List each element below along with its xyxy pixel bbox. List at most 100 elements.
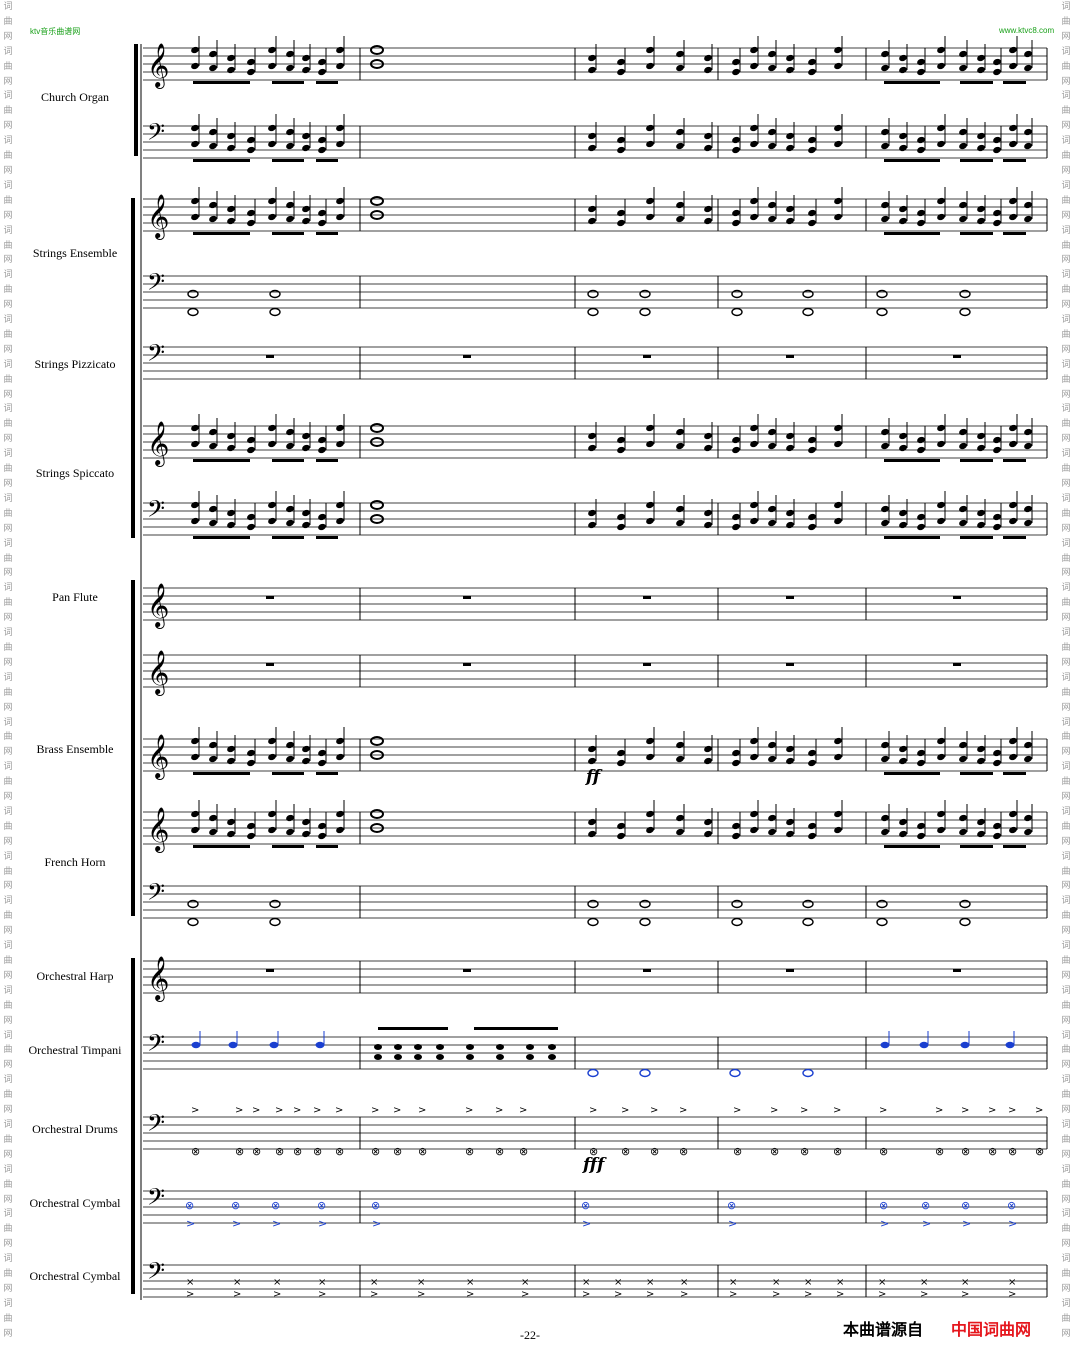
note-head bbox=[1009, 810, 1017, 818]
note-head bbox=[286, 741, 294, 749]
drum-x-note: ⊗ bbox=[252, 1145, 261, 1158]
note-head bbox=[268, 826, 276, 834]
accent-mark: > bbox=[961, 1289, 969, 1300]
note-head bbox=[268, 737, 276, 745]
note-head bbox=[1009, 826, 1017, 834]
note-head bbox=[750, 62, 758, 70]
note-head bbox=[286, 814, 294, 822]
note-head bbox=[646, 440, 654, 448]
half-note bbox=[876, 899, 888, 909]
note-head bbox=[993, 446, 1001, 454]
note-head bbox=[617, 136, 625, 144]
instrument-label-french-horn: French Horn bbox=[44, 855, 106, 869]
note-head bbox=[977, 757, 985, 765]
drum-x-note: ⊗ bbox=[650, 1145, 659, 1158]
beam bbox=[960, 459, 993, 462]
drum-x-note: ⊗ bbox=[800, 1145, 809, 1158]
note-head bbox=[917, 209, 925, 217]
note-head bbox=[899, 432, 907, 440]
side-watermark-right: 词曲网词曲网词曲网词曲网词曲网词曲网词曲网词曲网词曲网词曲网词曲网词曲网词曲网词… bbox=[1061, 2, 1071, 1339]
note-head bbox=[808, 436, 816, 444]
whole-rest bbox=[953, 969, 961, 972]
note-head bbox=[336, 140, 344, 148]
drum-x-note: ⊗ bbox=[589, 1145, 598, 1158]
note-head bbox=[268, 197, 276, 205]
accent-mark: > bbox=[521, 1289, 529, 1300]
note-head bbox=[881, 215, 889, 223]
bass-clef: 𝄢 bbox=[147, 1109, 165, 1142]
note-head bbox=[209, 505, 217, 513]
timpani-note bbox=[1005, 1041, 1015, 1049]
note-head bbox=[917, 68, 925, 76]
note-head bbox=[937, 826, 945, 834]
note-head bbox=[959, 201, 967, 209]
note-head bbox=[993, 146, 1001, 154]
instrument-label-orchestral-cymbal-2: Orchestral Cymbal bbox=[29, 1269, 121, 1283]
note-head bbox=[646, 62, 654, 70]
accent-mark: > bbox=[922, 1217, 931, 1230]
note-head bbox=[227, 54, 235, 62]
note-head bbox=[750, 810, 758, 818]
note-head bbox=[977, 132, 985, 140]
footer-source-label: 本曲谱源自 bbox=[843, 1320, 924, 1339]
accent-mark: > bbox=[589, 1105, 597, 1116]
note-head bbox=[1009, 440, 1017, 448]
cymbal-x-note: × bbox=[836, 1277, 844, 1288]
note-head bbox=[227, 205, 235, 213]
treble-clef: 𝄞 bbox=[147, 421, 169, 467]
whole-note bbox=[370, 750, 384, 760]
note-head bbox=[977, 745, 985, 753]
note-head bbox=[834, 826, 842, 834]
note-head bbox=[917, 136, 925, 144]
timpani-half-note bbox=[802, 1068, 814, 1078]
half-note bbox=[187, 899, 199, 909]
header-site-right: www.ktvc8.com bbox=[999, 26, 1055, 35]
note-head bbox=[834, 517, 842, 525]
note-head bbox=[881, 755, 889, 763]
note-head bbox=[1009, 501, 1017, 509]
note-head bbox=[834, 737, 842, 745]
note-head bbox=[247, 832, 255, 840]
note-head bbox=[191, 753, 199, 761]
note-head bbox=[209, 215, 217, 223]
beam bbox=[193, 845, 250, 848]
note-head bbox=[617, 832, 625, 840]
note-head bbox=[191, 517, 199, 525]
accent-mark: > bbox=[650, 1105, 658, 1116]
cymbal-x-note: ⊗ bbox=[371, 1199, 380, 1212]
instrument-label-pan-flute: Pan Flute bbox=[52, 590, 98, 604]
page-number: -22- bbox=[520, 1328, 540, 1342]
note-head bbox=[588, 745, 596, 753]
beam bbox=[193, 81, 250, 84]
beam bbox=[474, 1027, 558, 1030]
note-head bbox=[286, 519, 294, 527]
note-head bbox=[786, 66, 794, 74]
note-head bbox=[732, 513, 740, 521]
note-head bbox=[704, 54, 712, 62]
bass-clef: 𝄢 bbox=[147, 1183, 165, 1216]
note-head bbox=[977, 54, 985, 62]
note-head bbox=[937, 501, 945, 509]
whole-note bbox=[370, 736, 384, 746]
note-head bbox=[808, 58, 816, 66]
note-head bbox=[227, 757, 235, 765]
note-head bbox=[247, 446, 255, 454]
note-head bbox=[676, 128, 684, 136]
note-head bbox=[191, 826, 199, 834]
note-head bbox=[318, 523, 326, 531]
note-head bbox=[268, 501, 276, 509]
timpani-note bbox=[466, 1044, 474, 1050]
note-head bbox=[834, 501, 842, 509]
note-head bbox=[704, 830, 712, 838]
note-head bbox=[286, 442, 294, 450]
note-head bbox=[676, 215, 684, 223]
note-head bbox=[977, 509, 985, 517]
note-head bbox=[302, 432, 310, 440]
note-head bbox=[768, 755, 776, 763]
cymbal-x-note: ⊗ bbox=[317, 1199, 326, 1212]
note-head bbox=[808, 146, 816, 154]
note-head bbox=[227, 444, 235, 452]
accent-mark: > bbox=[836, 1289, 844, 1300]
whole-rest bbox=[643, 596, 651, 599]
note-head bbox=[227, 432, 235, 440]
